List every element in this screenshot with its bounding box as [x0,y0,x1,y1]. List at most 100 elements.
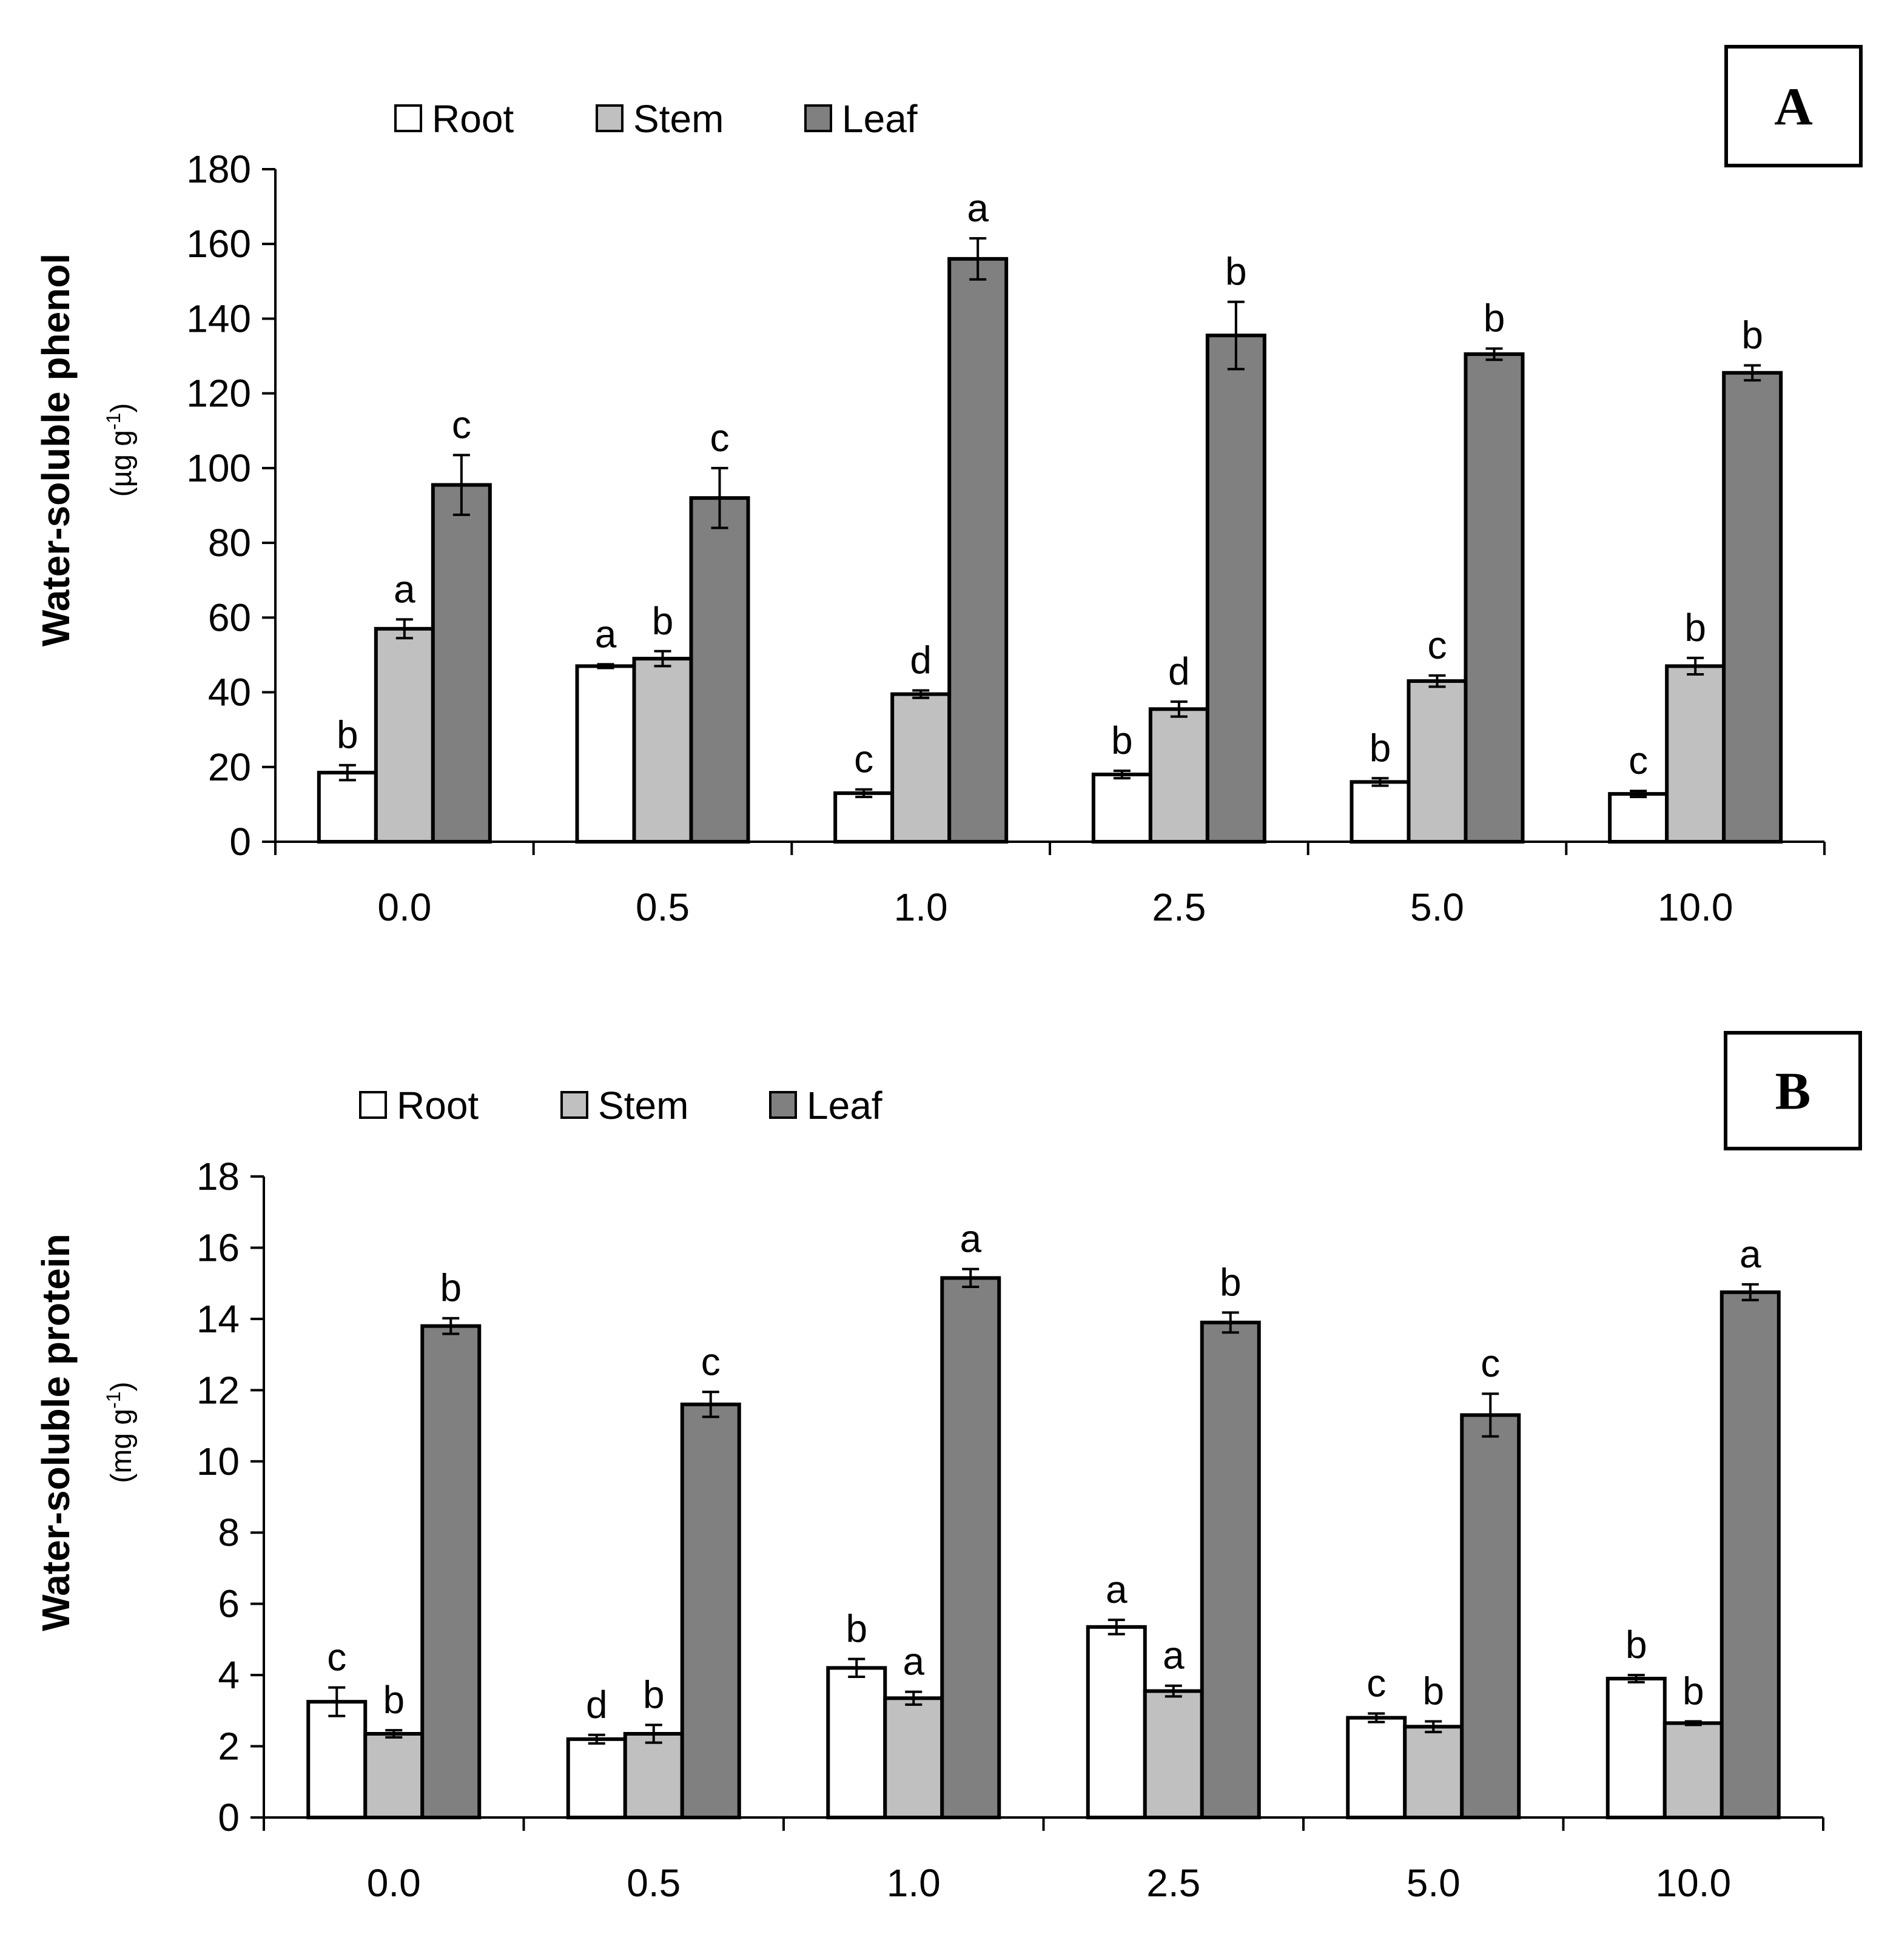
legend-swatch-stem [560,1091,588,1119]
significance-letter-leaf: a [1740,1232,1761,1276]
y-tick-label: 140 [186,297,251,340]
significance-letter-leaf: c [452,403,471,446]
significance-letter-stem: a [903,1640,924,1683]
significance-letter-leaf: b [1225,250,1247,294]
y-axis-units-text: (mg g [106,1409,138,1483]
significance-letter-root: b [1111,719,1133,762]
significance-letter-leaf: a [967,186,989,230]
bar-root [1605,1676,1667,1820]
y-tick-label: 60 [208,596,251,639]
bar-stem [623,1732,684,1819]
significance-letter-stem: d [910,638,932,682]
bar-root [575,664,636,844]
legend-swatch-stem [596,104,624,132]
y-axis-title: Water-soluble phenol [34,253,78,646]
bar-root [1086,1625,1147,1820]
significance-letter-leaf: c [1481,1341,1500,1385]
y-axis-units-text: (µg g [106,430,138,497]
y-tick-label: 120 [186,372,251,415]
x-category-label: 10.0 [1658,885,1733,929]
legend-swatch-root [394,104,422,132]
bar-stem [363,1732,425,1819]
significance-letter-leaf: b [440,1266,462,1310]
x-category-label: 1.0 [887,1861,941,1905]
y-tick-label: 14 [197,1297,240,1341]
significance-letter-stem: a [1163,1634,1185,1677]
bar-stem [1143,1689,1204,1820]
chart-panel-b: B Water-soluble protein (mg g-1) 0 2 4 6 8 10 12 1… [34,1031,1862,1905]
significance-letter-root: a [1106,1568,1128,1611]
y-tick-label: 8 [218,1511,240,1554]
y-tick-label: 16 [197,1226,240,1269]
y-tick-label: 80 [208,521,251,565]
bar-leaf [1722,371,1783,844]
legend-swatch-root [359,1091,387,1119]
significance-letter-root: b [337,713,358,757]
legend-label-root: Root [432,97,514,141]
legend-label-root: Root [397,1084,479,1127]
significance-letter-stem: d [1168,649,1190,693]
y-axis-units-superscript: -1 [103,1391,124,1408]
significance-letter-leaf: b [1220,1260,1242,1304]
significance-letter-root: b [845,1607,867,1651]
panel-label: B [1775,1062,1811,1121]
significance-letter-leaf: b [1484,297,1505,340]
legend-swatch-leaf [804,104,832,132]
y-axis-units-close: ) [106,1381,138,1391]
bar-leaf [940,1276,1001,1820]
x-category-label: 0.5 [636,885,690,929]
chart-panel-a: A Water-soluble phenol (µg g-1) 0 20 40 60 80 10… [34,45,1863,929]
y-tick-label: 160 [186,222,251,266]
legend-swatch-leaf [769,1091,797,1119]
y-tick-label: 0 [229,820,251,864]
bar-root [317,771,378,844]
bar-root [833,791,895,844]
bar-stem [1662,1721,1724,1820]
bar-root [1091,773,1152,844]
x-category-label: 5.0 [1407,1861,1461,1905]
bar-leaf [431,483,492,844]
legend-label-leaf: Leaf [807,1084,882,1127]
significance-letter-root: b [1625,1623,1647,1666]
y-tick-label: 6 [218,1582,240,1626]
y-axis-units: (µg g-1) [103,403,138,497]
y-axis-units-close: ) [106,403,138,413]
panel-label-box [1724,1031,1862,1150]
significance-letter-stem: b [643,1673,665,1716]
significance-letter-root: c [1367,1662,1386,1705]
bar-root [1608,792,1669,844]
bar-root [1346,1716,1407,1820]
y-axis-units: (mg g-1) [103,1381,138,1483]
x-category-label: 10.0 [1655,1861,1731,1905]
x-category-label: 0.0 [367,1861,421,1905]
bar-stem [632,657,693,844]
significance-letter-leaf: c [710,416,730,460]
legend-label-stem: Stem [598,1084,688,1127]
bar-stem [1148,707,1209,844]
significance-letter-stem: b [652,599,674,643]
y-tick-label: 20 [208,745,251,789]
bar-stem [890,692,952,844]
bar-stem [374,626,435,844]
bar-stem [1665,664,1726,844]
significance-letter-root: a [595,612,617,656]
bar-stem [883,1696,944,1819]
significance-letter-root: b [1370,726,1391,770]
bar-root [566,1737,627,1819]
y-axis-units-superscript: -1 [103,413,124,430]
significance-letter-stem: b [1683,1669,1704,1713]
significance-letter-root: d [586,1683,608,1727]
bar-leaf [689,496,750,844]
y-tick-label: 18 [197,1155,240,1198]
panel-label: A [1774,78,1813,136]
y-tick-label: 4 [218,1653,240,1697]
x-category-label: 2.5 [1152,885,1206,929]
bar-leaf [680,1402,741,1820]
y-tick-label: 2 [218,1725,240,1768]
bar-root [1350,780,1411,844]
significance-letter-root: c [327,1636,346,1679]
bar-leaf [1460,1413,1521,1820]
x-category-label: 2.5 [1146,1861,1200,1905]
significance-letter-leaf: b [1741,313,1763,357]
y-tick-label: 40 [208,671,251,714]
